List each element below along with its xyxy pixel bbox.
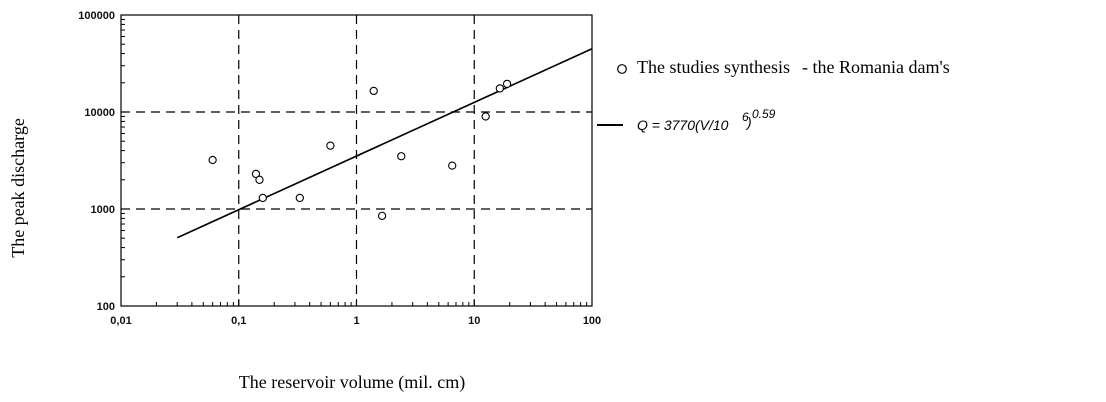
data-point <box>481 112 490 121</box>
x-tick-label: 0,01 <box>110 315 131 327</box>
legend: The studies synthesis - the Romania dam'… <box>597 57 950 133</box>
data-point <box>448 161 457 170</box>
legend-scatter-marker <box>617 64 627 74</box>
data-point <box>251 169 261 179</box>
y-tick-label: 100 <box>97 301 115 313</box>
tick-labels: 0,01 0,1 1 10 100 100 1000 10000 100000 <box>78 10 601 327</box>
legend-line-sup-6: 6 <box>742 110 749 124</box>
grid-lines <box>121 15 592 306</box>
fit-line <box>176 48 593 239</box>
data-point <box>255 175 264 184</box>
x-tick-label: 100 <box>583 315 601 327</box>
x-tick-label: 10 <box>468 315 480 327</box>
data-point <box>502 79 512 89</box>
data-point <box>377 211 387 220</box>
data-point <box>258 193 267 203</box>
y-tick-label: 1000 <box>91 204 115 216</box>
y-tick-label: 10000 <box>84 107 115 119</box>
legend-scatter-label: The studies synthesis <box>637 57 790 77</box>
axis-ticks <box>120 18 588 307</box>
x-tick-label: 0,1 <box>231 315 246 327</box>
data-point <box>495 84 505 93</box>
x-tick-label: 1 <box>353 315 359 327</box>
legend-line-sup-exp: 0.59 <box>752 107 776 121</box>
data-point <box>208 155 217 165</box>
data-points <box>208 79 512 220</box>
data-point <box>369 86 378 96</box>
y-tick-label: 100000 <box>78 10 115 22</box>
y-axis-title: The peak discharge <box>8 118 28 258</box>
regression-line <box>176 48 593 239</box>
data-point <box>326 141 335 150</box>
data-point <box>397 152 406 161</box>
x-axis-title: The reservoir volume (mil. cm) <box>239 372 465 393</box>
legend-scatter-label-2: - the Romania dam's <box>802 57 950 77</box>
data-point <box>295 193 304 203</box>
legend-line-label: Q = 3770(V/10 <box>637 117 729 133</box>
legend-line-close: ) <box>745 114 752 130</box>
